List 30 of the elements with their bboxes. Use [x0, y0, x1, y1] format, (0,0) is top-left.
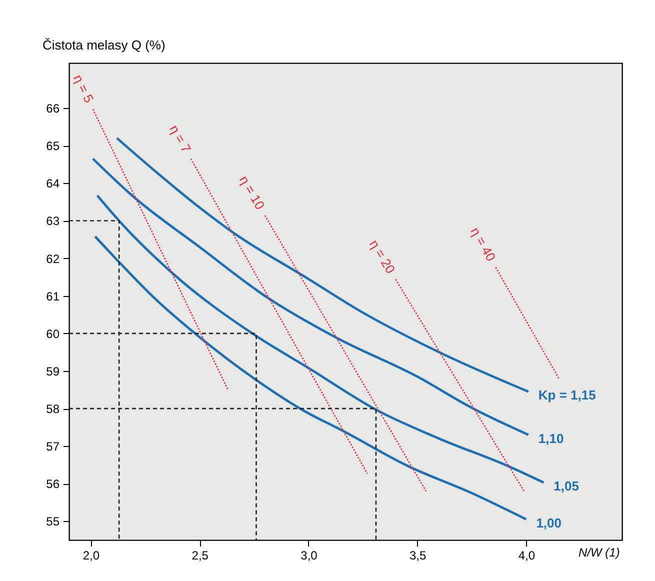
y-tick-label: 60	[46, 326, 60, 341]
y-tick-label: 55	[46, 514, 60, 529]
line-series	[116, 136, 530, 393]
y-tick-label: 56	[46, 477, 60, 492]
text: η = 20	[366, 237, 398, 276]
y-tick-label: 64	[46, 176, 60, 191]
series-label: 1,05	[554, 478, 579, 494]
x-tick-label: 2,5	[192, 548, 209, 562]
x-tick-label: 4,0	[518, 548, 536, 562]
y-tick-label: 66	[46, 102, 60, 116]
y-tick-label: 57	[46, 440, 60, 454]
y-tick-label: 58	[46, 402, 60, 416]
series-label: 1,00	[536, 515, 562, 530]
text: η = 5	[70, 72, 97, 106]
text: η = 10	[236, 173, 268, 212]
y-tick-label: 63	[46, 214, 60, 228]
x-tick-label: 3,5	[410, 548, 427, 562]
series-label: Kp = 1,15	[538, 388, 596, 403]
y-axis-title: Čistota melasy Q (%)	[42, 38, 166, 52]
y-tick-label: 65	[46, 139, 60, 154]
y-tick-label: 62	[46, 252, 60, 266]
x-tick-label: 2,0	[82, 548, 100, 562]
text: η = 40	[468, 224, 499, 264]
line-series	[92, 158, 530, 436]
y-tick-label: 59	[46, 364, 60, 378]
x-axis-title: N/W (1)	[578, 546, 620, 560]
x-tick-label: 3,0	[300, 548, 318, 562]
series-label: 1,10	[538, 430, 564, 446]
y-tick-label: 61	[46, 289, 60, 304]
text: η = 7	[166, 122, 194, 156]
